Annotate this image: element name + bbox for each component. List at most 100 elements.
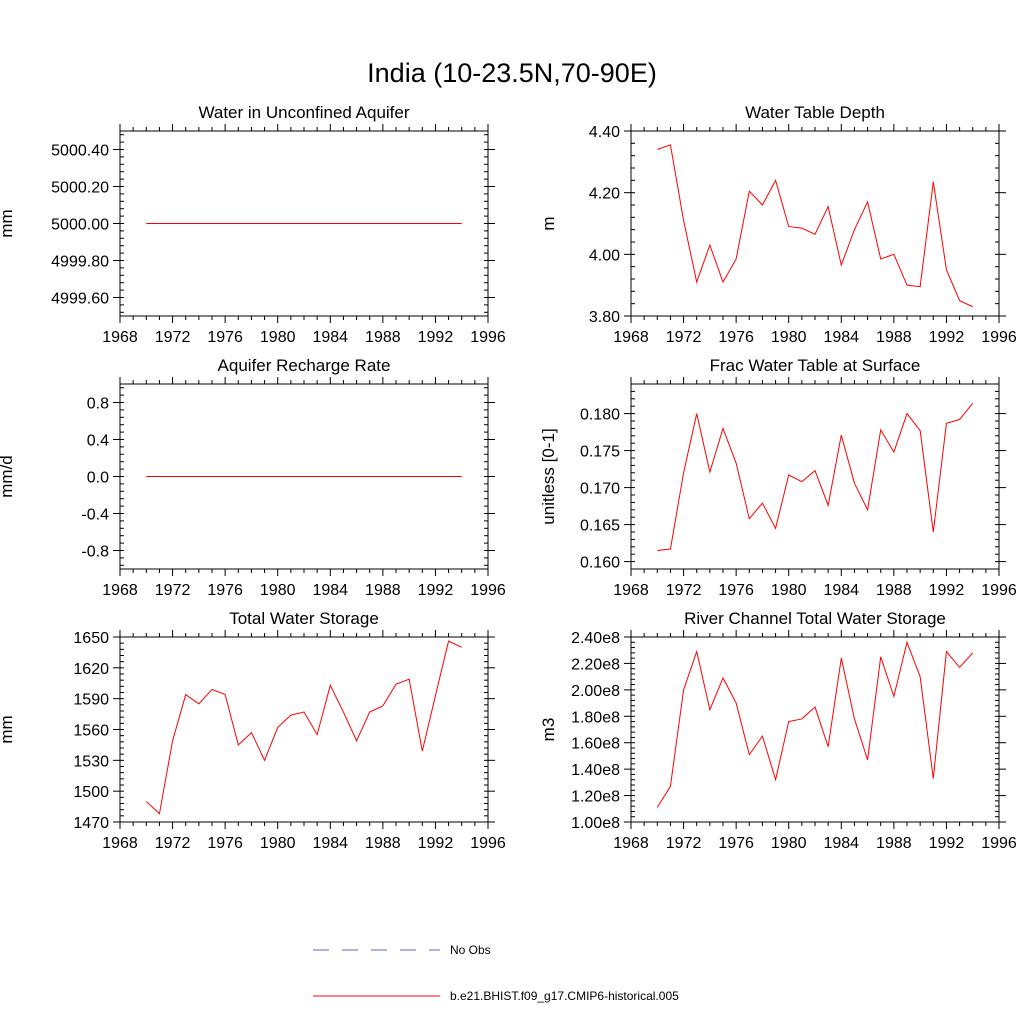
plot-frame bbox=[630, 130, 1000, 317]
x-tick-label: 1988 bbox=[876, 329, 912, 346]
x-tick-label: 1988 bbox=[365, 582, 401, 599]
y-tick-label: 1.20e8 bbox=[571, 789, 620, 806]
y-tick-label: 5000.20 bbox=[51, 180, 109, 197]
y-tick-label: 0.170 bbox=[580, 481, 620, 498]
y-tick-label: 1.80e8 bbox=[571, 709, 620, 726]
x-tick-label: 1996 bbox=[470, 835, 506, 852]
y-axis-label: mm bbox=[0, 715, 16, 743]
x-tick-label: 1980 bbox=[260, 329, 296, 346]
x-tick-label: 1988 bbox=[365, 329, 401, 346]
y-tick-label: 1500 bbox=[73, 784, 109, 801]
y-tick-label: 4.00 bbox=[589, 247, 620, 264]
x-tick-label: 1976 bbox=[718, 329, 754, 346]
plot-frame bbox=[630, 383, 1000, 570]
x-tick-label: 1984 bbox=[312, 835, 348, 852]
x-tick-label: 1984 bbox=[823, 835, 859, 852]
x-tick-label: 1968 bbox=[613, 582, 649, 599]
y-tick-label: 1620 bbox=[73, 661, 109, 678]
y-tick-label: 1.60e8 bbox=[571, 736, 620, 753]
x-tick-label: 1992 bbox=[929, 582, 965, 599]
y-tick-label: 4.20 bbox=[589, 186, 620, 203]
series-line bbox=[657, 402, 974, 551]
y-tick-label: 3.80 bbox=[589, 309, 620, 326]
plot-frame bbox=[119, 636, 489, 823]
panel-title: Water in Unconfined Aquifer bbox=[198, 103, 409, 122]
x-tick-label: 1988 bbox=[876, 835, 912, 852]
series-line bbox=[656, 640, 974, 808]
y-tick-label: 1650 bbox=[73, 630, 109, 647]
y-tick-label: 5000.40 bbox=[51, 143, 109, 160]
series-line bbox=[657, 144, 973, 308]
panel-title: Total Water Storage bbox=[229, 609, 379, 628]
y-tick-label: 1470 bbox=[73, 815, 109, 832]
y-tick-label: 2.00e8 bbox=[571, 683, 620, 700]
y-tick-label: 4999.60 bbox=[51, 291, 109, 308]
x-tick-label: 1980 bbox=[771, 329, 807, 346]
x-tick-label: 1984 bbox=[312, 582, 348, 599]
x-tick-label: 1972 bbox=[155, 329, 191, 346]
plot-frame bbox=[630, 636, 1000, 823]
y-tick-label: 0.180 bbox=[580, 407, 620, 424]
x-tick-label: 1968 bbox=[613, 329, 649, 346]
x-tick-label: 1992 bbox=[418, 582, 454, 599]
x-tick-label: 1984 bbox=[823, 329, 859, 346]
x-tick-label: 1976 bbox=[718, 835, 754, 852]
x-tick-label: 1968 bbox=[102, 582, 138, 599]
y-tick-label: -0.4 bbox=[81, 507, 109, 524]
x-tick-label: 1988 bbox=[876, 582, 912, 599]
panel-4: Frac Water Table at Surface 1968 1972 1976 1… bbox=[539, 356, 1017, 599]
panel-3: Aquifer Recharge Rate 1968 1972 1976 1980 198… bbox=[0, 356, 506, 599]
figure-title: India (10-23.5N,70-90E) bbox=[367, 58, 657, 88]
panels: Water in Unconfined Aquifer 1968 1972 1976 1… bbox=[0, 103, 1017, 852]
x-tick-label: 1972 bbox=[155, 582, 191, 599]
y-tick-label: -0.8 bbox=[81, 544, 109, 561]
y-tick-label: 1.40e8 bbox=[571, 762, 620, 779]
x-tick-label: 1976 bbox=[207, 329, 243, 346]
x-tick-label: 1996 bbox=[981, 582, 1017, 599]
x-tick-label: 1988 bbox=[365, 835, 401, 852]
x-tick-label: 1972 bbox=[666, 582, 702, 599]
y-tick-label: 4999.80 bbox=[51, 254, 109, 271]
y-tick-label: 0.8 bbox=[87, 396, 109, 413]
series-line bbox=[145, 640, 462, 815]
y-tick-label: 5000.00 bbox=[51, 217, 109, 234]
panel-1: Water in Unconfined Aquifer 1968 1972 1976 1… bbox=[0, 103, 506, 346]
y-axis-label: mm/d bbox=[0, 455, 16, 498]
legend-label-no-obs: No Obs bbox=[450, 943, 491, 957]
x-tick-label: 1984 bbox=[312, 329, 348, 346]
x-tick-label: 1976 bbox=[207, 582, 243, 599]
legend: No Obs b.e21.BHIST.f09_g17.CMIP6-histori… bbox=[313, 943, 679, 1003]
y-axis-label: mm bbox=[0, 209, 16, 237]
legend-label-model: b.e21.BHIST.f09_g17.CMIP6-historical.005 bbox=[450, 989, 679, 1003]
y-axis-label: unitless [0-1] bbox=[539, 428, 558, 524]
x-tick-label: 1980 bbox=[260, 582, 296, 599]
x-tick-label: 1992 bbox=[929, 329, 965, 346]
x-tick-label: 1976 bbox=[718, 582, 754, 599]
y-tick-label: 0.0 bbox=[87, 470, 109, 487]
y-tick-label: 1530 bbox=[73, 753, 109, 770]
panel-5: Total Water Storage 1968 1972 1976 1980 1984 1… bbox=[0, 609, 506, 852]
x-tick-label: 1980 bbox=[260, 835, 296, 852]
panel-2: Water Table Depth 1968 1972 1976 1980 1984 198… bbox=[539, 103, 1017, 346]
y-tick-label: 0.175 bbox=[580, 444, 620, 461]
x-tick-label: 1972 bbox=[666, 329, 702, 346]
x-tick-label: 1996 bbox=[981, 835, 1017, 852]
panel-6: River Channel Total Water Storage 1968 197… bbox=[539, 609, 1017, 852]
y-axis-label: m3 bbox=[539, 718, 558, 742]
y-tick-label: 2.40e8 bbox=[571, 630, 620, 647]
x-tick-label: 1972 bbox=[666, 835, 702, 852]
y-tick-label: 1590 bbox=[73, 692, 109, 709]
y-tick-label: 0.165 bbox=[580, 518, 620, 535]
y-tick-label: 4.40 bbox=[589, 124, 620, 141]
x-tick-label: 1968 bbox=[102, 329, 138, 346]
x-tick-label: 1968 bbox=[613, 835, 649, 852]
x-tick-label: 1992 bbox=[929, 835, 965, 852]
x-tick-label: 1992 bbox=[418, 835, 454, 852]
panel-title: Water Table Depth bbox=[745, 103, 885, 122]
panel-title: Aquifer Recharge Rate bbox=[218, 356, 391, 375]
y-tick-label: 0.4 bbox=[87, 433, 109, 450]
x-tick-label: 1996 bbox=[981, 329, 1017, 346]
x-tick-label: 1968 bbox=[102, 835, 138, 852]
y-tick-label: 2.20e8 bbox=[571, 656, 620, 673]
x-tick-label: 1972 bbox=[155, 835, 191, 852]
